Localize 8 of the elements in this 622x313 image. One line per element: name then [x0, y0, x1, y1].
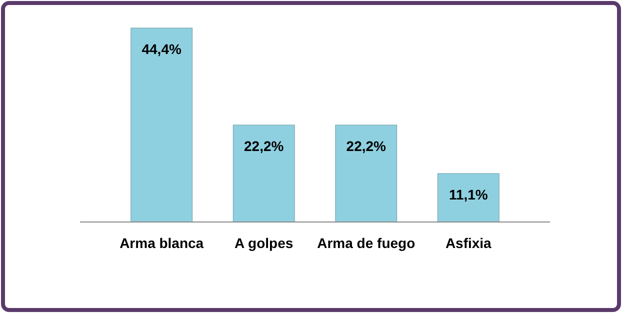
- x-tick-label: Asfixia: [445, 235, 492, 251]
- data-label: 11,1%: [448, 186, 488, 202]
- data-label: 22,2%: [346, 138, 387, 154]
- x-tick-label: Arma blanca: [120, 235, 204, 251]
- x-tick-label: A golpes: [234, 235, 294, 251]
- data-label: 44,4%: [142, 41, 182, 57]
- data-label: 22,2%: [244, 138, 284, 154]
- x-tick-label: Arma de fuego: [317, 235, 416, 251]
